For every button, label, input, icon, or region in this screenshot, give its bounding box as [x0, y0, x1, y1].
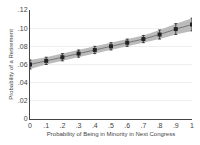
- svg-text:1: 1: [190, 122, 194, 129]
- svg-text:.04: .04: [18, 79, 28, 86]
- svg-text:0: 0: [24, 115, 28, 122]
- svg-text:.10: .10: [18, 25, 28, 32]
- svg-text:.02: .02: [18, 97, 28, 104]
- svg-text:.2: .2: [59, 122, 65, 129]
- svg-text:.1: .1: [43, 122, 49, 129]
- svg-text:.5: .5: [108, 122, 114, 129]
- svg-text:.06: .06: [18, 61, 28, 68]
- svg-text:.3: .3: [76, 122, 82, 129]
- svg-text:Probability of a Retirement: Probability of a Retirement: [8, 29, 14, 100]
- svg-text:.6: .6: [124, 122, 130, 129]
- svg-text:Probability of Being in Minori: Probability of Being in Minority in Next…: [47, 131, 175, 137]
- svg-text:0: 0: [28, 122, 32, 129]
- svg-text:.08: .08: [18, 43, 28, 50]
- svg-text:.9: .9: [173, 122, 179, 129]
- svg-text:.12: .12: [18, 6, 28, 13]
- svg-text:.8: .8: [157, 122, 163, 129]
- svg-text:.7: .7: [140, 122, 146, 129]
- svg-text:.4: .4: [92, 122, 98, 129]
